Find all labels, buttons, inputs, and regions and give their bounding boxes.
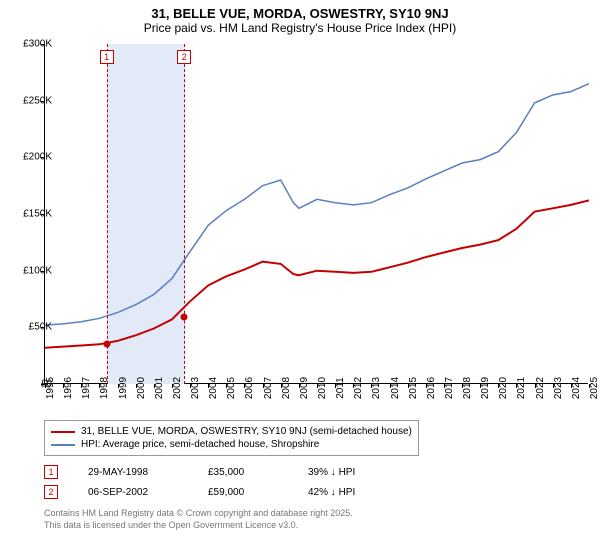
legend-item: 31, BELLE VUE, MORDA, OSWESTRY, SY10 9NJ… [51,425,412,438]
sale-marker-ref: 2 [44,485,58,499]
legend-label: HPI: Average price, semi-detached house,… [81,439,319,450]
sale-marker-box: 2 [177,50,191,64]
sale-delta: 42% ↓ HPI [308,487,355,498]
x-axis-label: 2011 [335,377,346,399]
legend-swatch [51,444,75,446]
sale-row: 2 06-SEP-2002 £59,000 42% ↓ HPI [44,482,588,502]
x-axis-label: 2013 [371,377,382,399]
sale-delta: 39% ↓ HPI [308,467,355,478]
y-axis-label: £150K [23,209,52,220]
sale-dot [181,314,188,321]
x-axis-label: 2014 [390,377,401,399]
x-axis-label: 2002 [172,377,183,399]
sale-marker-line [107,44,108,384]
sale-price: £59,000 [208,487,278,498]
x-axis-label: 2019 [480,377,491,399]
sale-marker-line [184,44,185,384]
x-axis-label: 2000 [136,377,147,399]
legend-item: HPI: Average price, semi-detached house,… [51,438,412,451]
y-axis-label: £200K [23,152,52,163]
x-axis-label: 2005 [226,377,237,399]
sale-date: 06-SEP-2002 [88,487,178,498]
sale-period-shade [107,44,185,384]
sale-dot [103,341,110,348]
y-axis-label: £50K [29,322,52,333]
chart-subtitle: Price paid vs. HM Land Registry's House … [0,21,600,35]
x-axis-label: 2001 [154,377,165,399]
plot: 1995199619971998199920002001200220032004… [44,44,588,384]
x-axis-label: 2007 [263,377,274,399]
sale-marker-box: 1 [100,50,114,64]
legend-swatch [51,431,75,433]
x-axis-label: 1998 [99,377,110,399]
x-axis-label: 2017 [444,377,455,399]
sale-row: 1 29-MAY-1998 £35,000 39% ↓ HPI [44,462,588,482]
x-axis-label: 2025 [589,377,600,399]
x-axis-label: 1996 [63,377,74,399]
sale-date: 29-MAY-1998 [88,467,178,478]
x-axis-label: 1997 [81,377,92,399]
chart-container: 31, BELLE VUE, MORDA, OSWESTRY, SY10 9NJ… [0,0,600,560]
footnote: Contains HM Land Registry data © Crown c… [44,502,588,531]
legend-label: 31, BELLE VUE, MORDA, OSWESTRY, SY10 9NJ… [81,426,412,437]
legend: 31, BELLE VUE, MORDA, OSWESTRY, SY10 9NJ… [44,420,419,456]
x-axis-label: 2006 [244,377,255,399]
sales-block: 1 29-MAY-1998 £35,000 39% ↓ HPI 2 06-SEP-2002… [44,462,588,502]
chart-title: 31, BELLE VUE, MORDA, OSWESTRY, SY10 9NJ [0,6,600,21]
x-axis-label: 2020 [498,377,509,399]
x-axis-label: 2010 [317,377,328,399]
x-axis-label: 2016 [426,377,437,399]
y-axis-label: £100K [23,265,52,276]
y-axis-label: £250K [23,95,52,106]
x-axis-label: 2015 [408,377,419,399]
title-block: 31, BELLE VUE, MORDA, OSWESTRY, SY10 9NJ… [0,0,600,37]
bottom-panel: 31, BELLE VUE, MORDA, OSWESTRY, SY10 9NJ… [44,420,588,531]
x-axis-label: 2018 [462,377,473,399]
x-axis-label: 2004 [208,377,219,399]
x-axis-label: 2009 [299,377,310,399]
x-axis-label: 2022 [535,377,546,399]
x-axis-label: 2003 [190,377,201,399]
sale-marker-ref: 1 [44,465,58,479]
x-axis-label: 2024 [571,377,582,399]
y-axis-label: £0 [41,379,52,390]
x-axis-label: 2008 [281,377,292,399]
sale-price: £35,000 [208,467,278,478]
x-axis-label: 2023 [553,377,564,399]
chart-area: 1995199619971998199920002001200220032004… [44,44,588,384]
footnote-line: This data is licensed under the Open Gov… [44,520,588,532]
footnote-line: Contains HM Land Registry data © Crown c… [44,508,588,520]
x-axis-label: 2021 [516,377,527,399]
x-axis-label: 2012 [353,377,364,399]
x-axis-label: 1999 [118,377,129,399]
y-axis-label: £300K [23,39,52,50]
